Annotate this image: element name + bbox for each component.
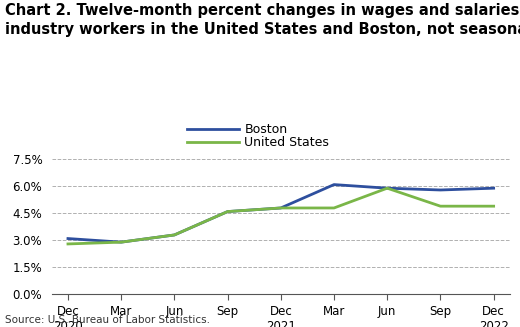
Boston xyxy=(278,206,284,210)
Text: United States: United States xyxy=(244,136,329,149)
Text: Chart 2. Twelve-month percent changes in wages and salaries for private
industry: Chart 2. Twelve-month percent changes in… xyxy=(5,3,520,37)
Line: Boston: Boston xyxy=(68,184,493,242)
Boston xyxy=(171,233,177,237)
Boston xyxy=(65,237,71,241)
United States xyxy=(384,186,391,190)
Boston xyxy=(490,186,497,190)
Boston xyxy=(225,210,231,214)
Boston xyxy=(331,182,337,186)
United States xyxy=(437,204,444,208)
Text: Boston: Boston xyxy=(244,123,288,136)
Line: United States: United States xyxy=(68,188,493,244)
United States xyxy=(65,242,71,246)
United States xyxy=(171,233,177,237)
United States xyxy=(490,204,497,208)
Boston xyxy=(118,240,124,244)
Text: Source: U.S. Bureau of Labor Statistics.: Source: U.S. Bureau of Labor Statistics. xyxy=(5,315,210,325)
United States xyxy=(225,210,231,214)
United States xyxy=(331,206,337,210)
Boston xyxy=(384,186,391,190)
United States xyxy=(118,240,124,244)
Boston xyxy=(437,188,444,192)
United States xyxy=(278,206,284,210)
